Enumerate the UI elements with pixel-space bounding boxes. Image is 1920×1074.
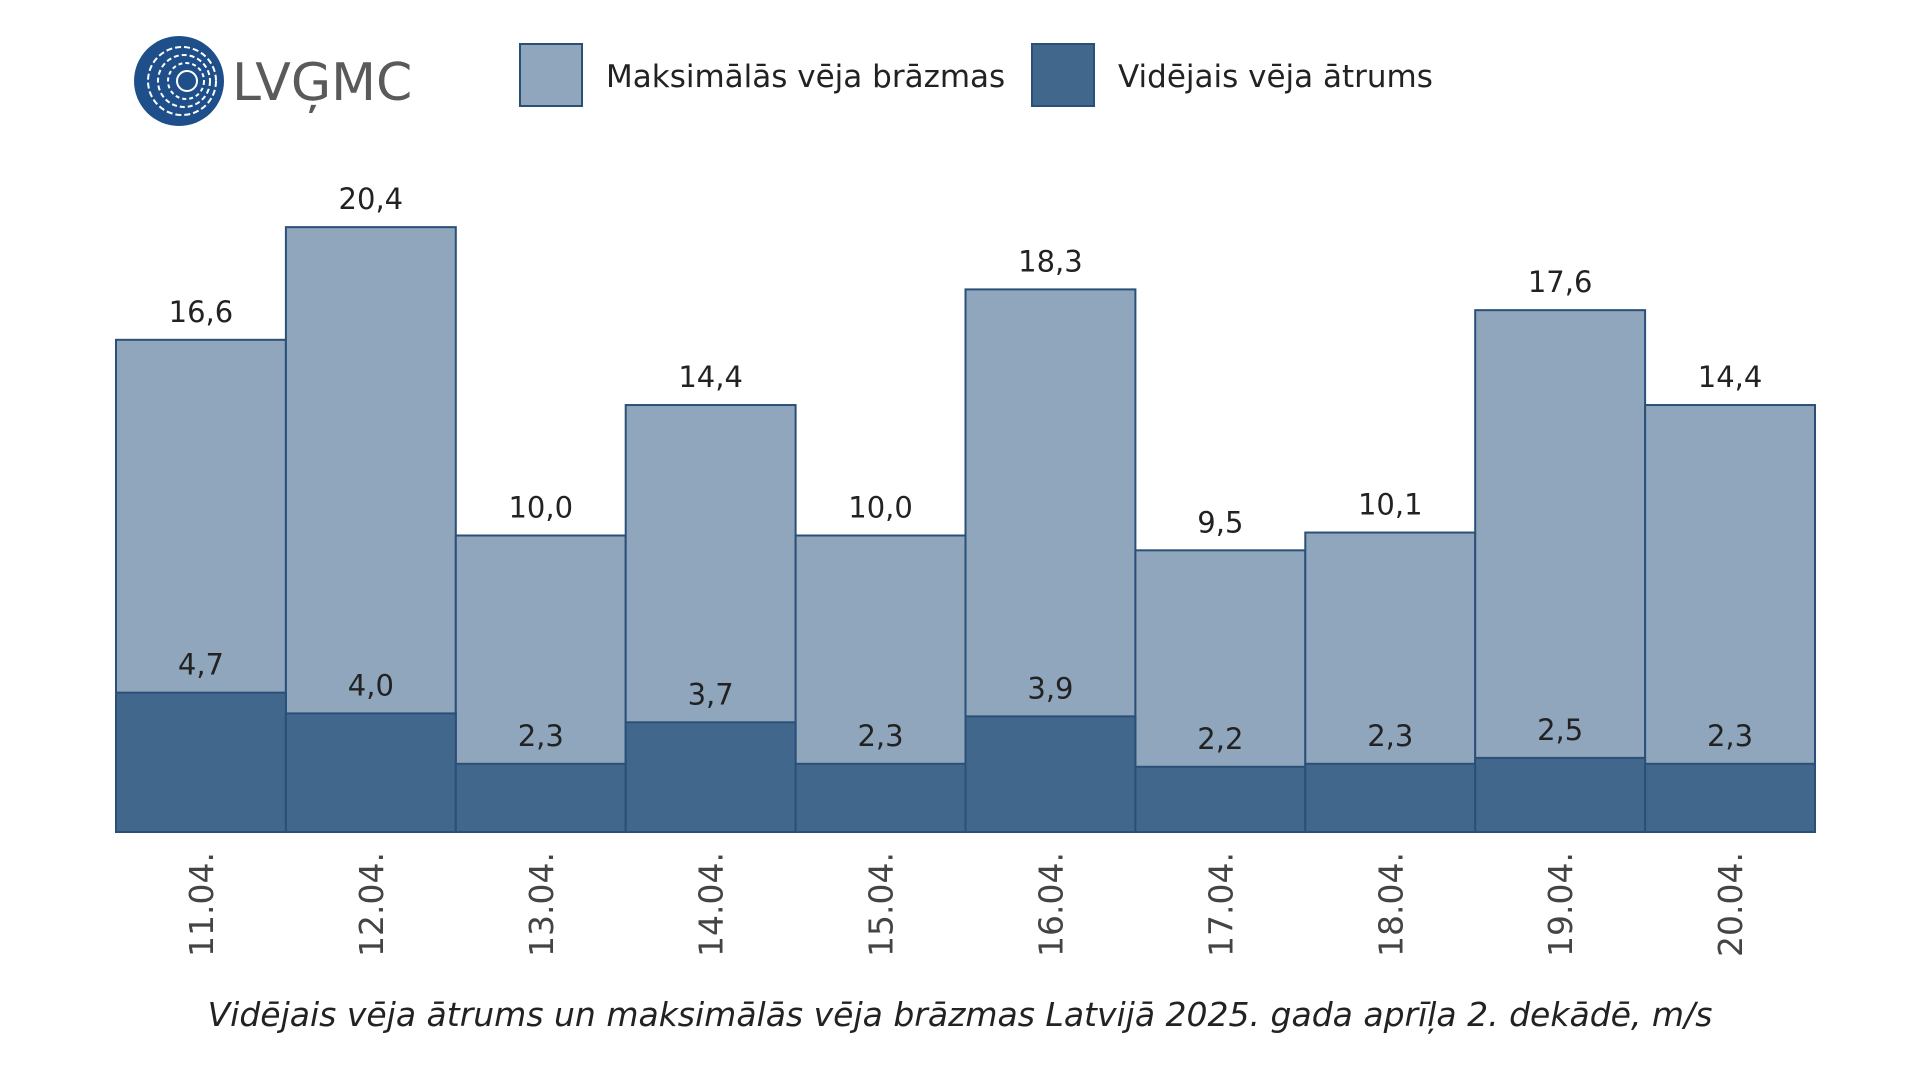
legend-label: Vidējais vēja ātrums bbox=[1118, 59, 1433, 95]
bar bbox=[1474, 309, 1647, 834]
data-label: 4,7 bbox=[178, 648, 224, 682]
data-label: 2,5 bbox=[1537, 713, 1583, 747]
data-label: 2,2 bbox=[1197, 722, 1243, 756]
legend-swatch bbox=[519, 43, 583, 107]
data-label: 10,1 bbox=[1358, 488, 1423, 522]
x-tick-label: 19.04. bbox=[1541, 852, 1580, 957]
data-label: 10,0 bbox=[508, 491, 573, 525]
data-label: 10,0 bbox=[848, 491, 913, 525]
data-label: 9,5 bbox=[1197, 505, 1243, 539]
data-label: 17,6 bbox=[1528, 265, 1593, 299]
x-tick-label: 16.04. bbox=[1031, 852, 1070, 957]
data-label: 3,9 bbox=[1027, 671, 1073, 705]
bar bbox=[284, 712, 457, 834]
data-label: 3,7 bbox=[688, 677, 734, 711]
x-tick-label: 18.04. bbox=[1371, 852, 1410, 957]
bar bbox=[1474, 756, 1647, 833]
data-label: 14,4 bbox=[678, 360, 743, 394]
data-label: 16,6 bbox=[169, 295, 234, 329]
data-label: 14,4 bbox=[1698, 360, 1763, 394]
bar bbox=[454, 762, 627, 833]
logo-mark bbox=[134, 36, 224, 126]
chart-title: Vidējais vēja ātrums un maksimālās vēja … bbox=[208, 995, 1713, 1034]
bar bbox=[794, 762, 967, 833]
logo-text: LVĢMC bbox=[232, 53, 412, 113]
bar bbox=[1134, 765, 1307, 834]
x-tick-label: 12.04. bbox=[352, 852, 391, 957]
legend-label: Maksimālās vēja brāzmas bbox=[606, 59, 1005, 95]
x-tick-label: 20.04. bbox=[1711, 852, 1750, 957]
bar bbox=[115, 691, 287, 834]
x-tick-label: 17.04. bbox=[1201, 852, 1240, 957]
data-label: 2,3 bbox=[1707, 719, 1753, 753]
data-label: 20,4 bbox=[339, 182, 404, 216]
x-tick-label: 14.04. bbox=[692, 852, 731, 957]
bar bbox=[964, 715, 1137, 833]
legend-swatch bbox=[1031, 43, 1095, 107]
bar bbox=[1644, 762, 1816, 833]
x-tick-label: 13.04. bbox=[522, 852, 561, 957]
data-label: 2,3 bbox=[518, 719, 564, 753]
x-tick-label: 11.04. bbox=[182, 852, 221, 957]
bar bbox=[624, 721, 797, 833]
data-label: 18,3 bbox=[1018, 244, 1083, 278]
data-label: 2,3 bbox=[857, 719, 903, 753]
data-label: 4,0 bbox=[348, 668, 394, 702]
data-label: 2,3 bbox=[1367, 719, 1413, 753]
bar bbox=[1304, 762, 1477, 833]
x-tick-label: 15.04. bbox=[862, 852, 901, 957]
